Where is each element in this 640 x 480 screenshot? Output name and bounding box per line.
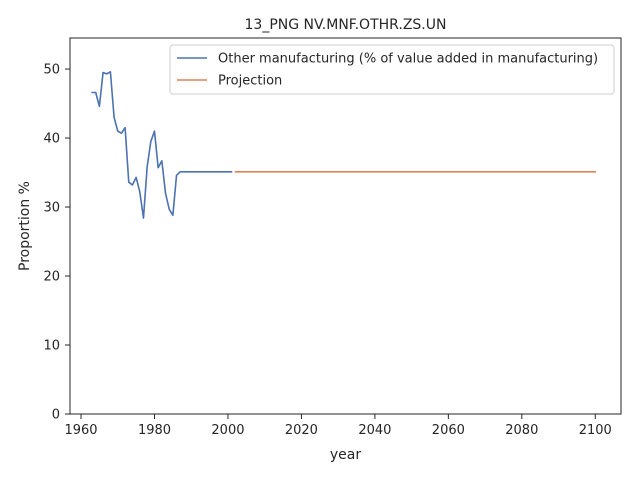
series-line-0 xyxy=(91,71,233,219)
x-tick-label: 2080 xyxy=(505,423,538,438)
x-tick-label: 2040 xyxy=(358,423,391,438)
y-tick-label: 0 xyxy=(52,408,60,423)
x-tick-label: 1960 xyxy=(64,423,97,438)
y-tick-label: 20 xyxy=(43,270,60,285)
legend: Other manufacturing (% of value added in… xyxy=(169,44,615,95)
legend-label-projection: Projection xyxy=(218,74,282,89)
legend-label-other-manufacturing: Other manufacturing (% of value added in… xyxy=(218,52,598,67)
y-tick-label: 50 xyxy=(43,63,60,78)
x-tick-label: 2020 xyxy=(285,423,318,438)
legend-box xyxy=(169,44,615,95)
y-tick-label: 40 xyxy=(43,132,60,147)
x-axis-label: year xyxy=(330,447,361,463)
x-tick-label: 2060 xyxy=(432,423,465,438)
y-tick-label: 30 xyxy=(43,201,60,216)
x-tick-label: 2100 xyxy=(579,423,612,438)
x-tick-label: 2000 xyxy=(211,423,244,438)
chart-title: 13_PNG NV.MNF.OTHR.ZS.UN xyxy=(245,17,447,33)
plot-area xyxy=(69,37,622,415)
y-tick-label: 10 xyxy=(43,339,60,354)
x-tick-label: 1980 xyxy=(138,423,171,438)
y-axis-label: Proportion % xyxy=(17,181,33,271)
y-axis: 0 10 20 30 40 50 xyxy=(43,63,70,423)
series-layer xyxy=(91,71,597,219)
x-axis: 1960 1980 2000 2020 2040 2060 2080 2100 xyxy=(64,414,612,438)
